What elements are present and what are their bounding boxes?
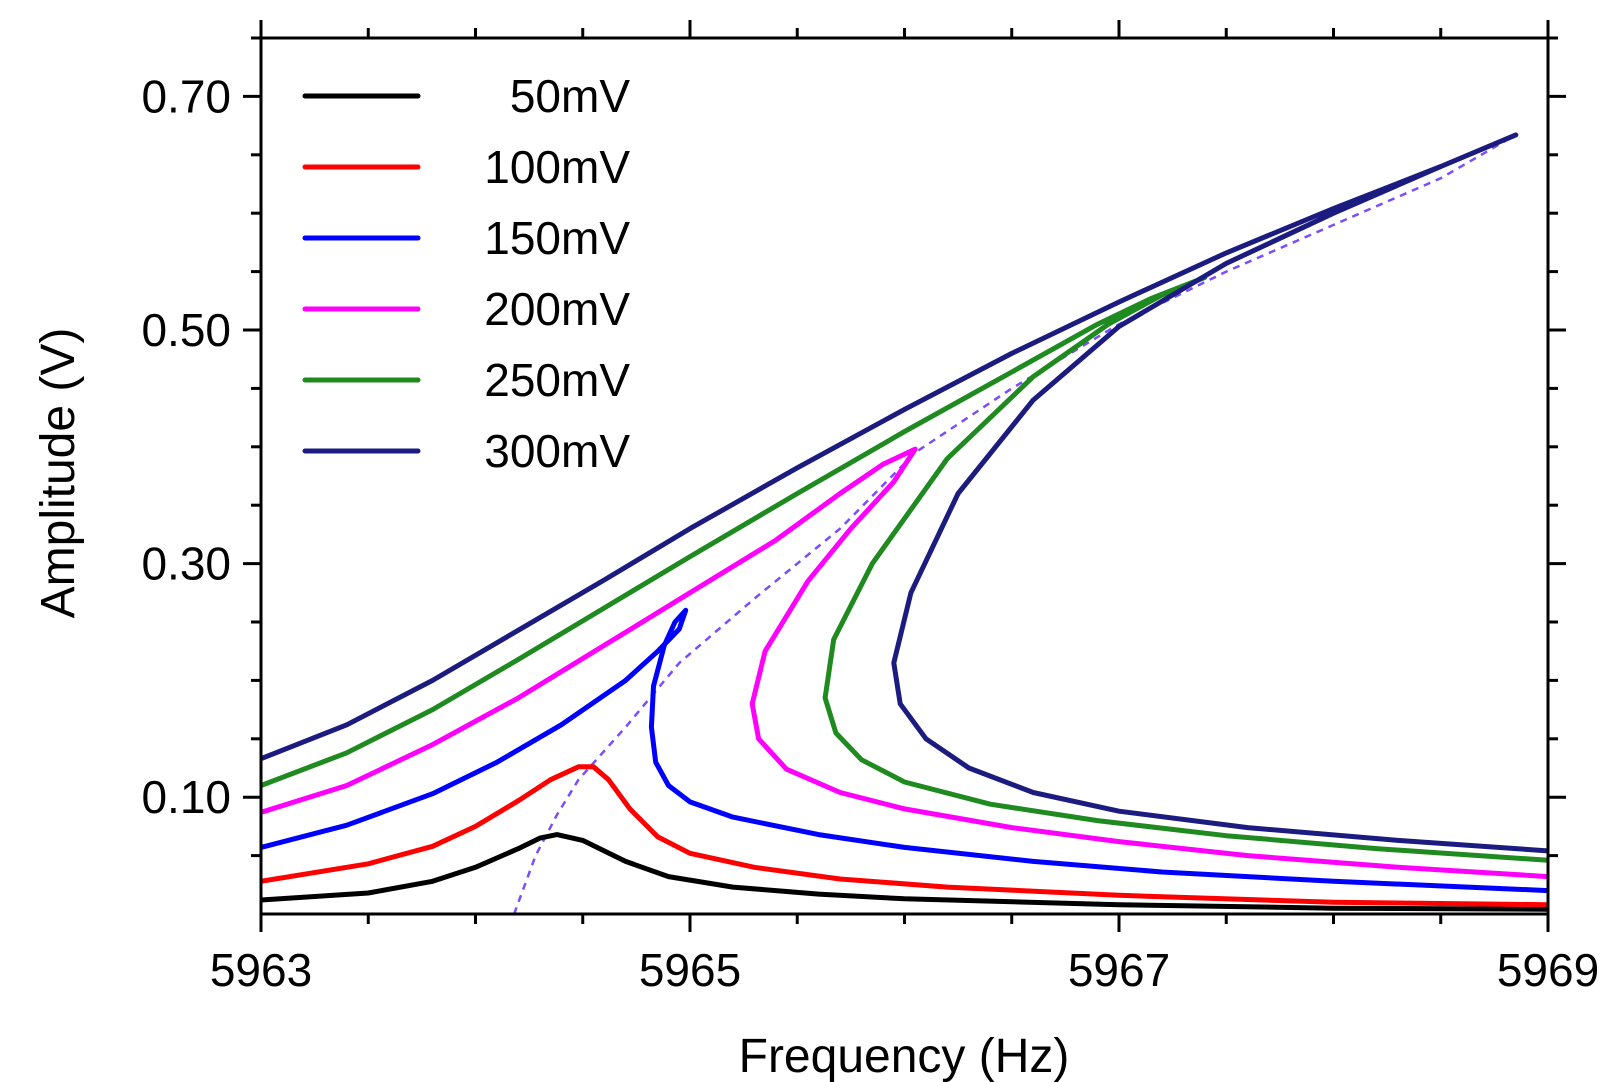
axes-layer: 5963 5965 5967 5969 0.10 0.30 0.50 0.70 xyxy=(141,20,1599,996)
x-tick-label: 5969 xyxy=(1497,944,1599,996)
legend: 50mV 100mV 150mV 200mV 250mV 300mV xyxy=(302,70,630,477)
x-tick-label: 5963 xyxy=(210,944,312,996)
series-line-250mV xyxy=(261,274,1548,863)
series-line-150mV xyxy=(261,607,1548,894)
y-tick-label: 0.30 xyxy=(141,538,231,590)
y-tick-label: 0.70 xyxy=(141,70,231,122)
y-axis-title: Amplitude (V) xyxy=(32,328,85,619)
legend-label: 50mV xyxy=(510,70,630,122)
legend-label: 200mV xyxy=(484,283,630,335)
legend-label: 300mV xyxy=(484,425,630,477)
series-line-100mV xyxy=(261,764,1548,908)
x-tick-label: 5967 xyxy=(1068,944,1170,996)
legend-label: 100mV xyxy=(484,141,630,193)
series-line-300mV xyxy=(261,132,1548,854)
legend-label: 250mV xyxy=(484,354,630,406)
series-line-200mV xyxy=(261,446,1548,880)
series-layer xyxy=(261,132,1548,914)
series-line-50mV xyxy=(261,832,1548,912)
x-tick-label: 5965 xyxy=(639,944,741,996)
backbone-curve xyxy=(512,133,1517,914)
y-tick-label: 0.50 xyxy=(141,304,231,356)
legend-label: 150mV xyxy=(484,212,630,264)
y-tick-label: 0.10 xyxy=(141,771,231,823)
x-axis-title: Frequency (Hz) xyxy=(739,1030,1070,1082)
